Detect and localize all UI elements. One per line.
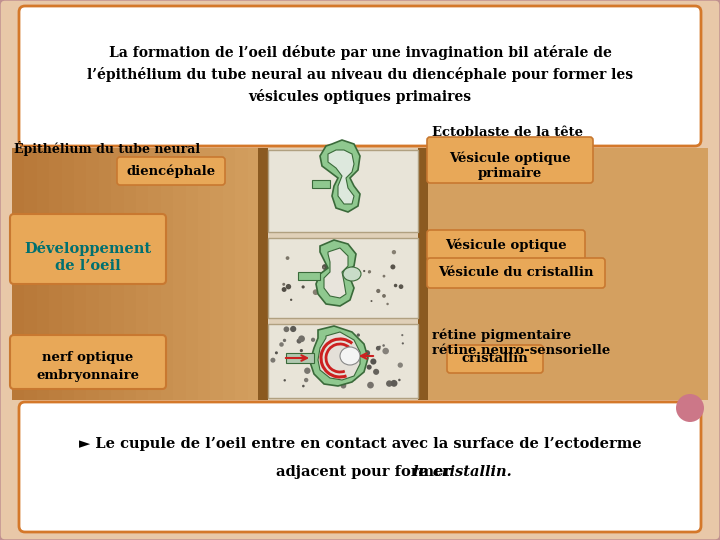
FancyBboxPatch shape bbox=[19, 6, 701, 146]
Bar bbox=[136, 148, 150, 400]
Bar bbox=[12, 148, 25, 400]
PathPatch shape bbox=[316, 240, 356, 306]
Bar bbox=[86, 148, 100, 400]
Circle shape bbox=[356, 333, 360, 337]
Bar bbox=[24, 148, 37, 400]
Bar bbox=[74, 148, 87, 400]
Circle shape bbox=[329, 299, 332, 301]
Bar bbox=[37, 148, 50, 400]
Text: l’épithélium du tube neural au niveau du diencéphale pour former les: l’épithélium du tube neural au niveau du… bbox=[87, 66, 633, 82]
Circle shape bbox=[282, 287, 287, 292]
Circle shape bbox=[300, 349, 303, 352]
Circle shape bbox=[320, 363, 323, 366]
Circle shape bbox=[322, 264, 328, 270]
Text: Vésicule optique: Vésicule optique bbox=[445, 238, 567, 252]
Text: de l’oeil: de l’oeil bbox=[55, 259, 121, 273]
Circle shape bbox=[346, 281, 348, 284]
Circle shape bbox=[321, 346, 324, 349]
Text: rétine neuro-sensorielle: rétine neuro-sensorielle bbox=[432, 343, 611, 356]
FancyBboxPatch shape bbox=[427, 137, 593, 183]
FancyBboxPatch shape bbox=[10, 214, 166, 284]
Circle shape bbox=[283, 339, 286, 342]
Circle shape bbox=[284, 326, 289, 332]
Circle shape bbox=[297, 354, 302, 358]
Circle shape bbox=[401, 334, 403, 336]
PathPatch shape bbox=[328, 150, 354, 204]
Text: Vésicule optique: Vésicule optique bbox=[449, 151, 571, 165]
Circle shape bbox=[354, 378, 356, 380]
Circle shape bbox=[323, 266, 325, 268]
Circle shape bbox=[323, 245, 328, 249]
Circle shape bbox=[399, 285, 403, 289]
Circle shape bbox=[367, 382, 374, 388]
Circle shape bbox=[387, 303, 389, 305]
Bar bbox=[298, 272, 320, 280]
Ellipse shape bbox=[343, 267, 361, 281]
Circle shape bbox=[351, 273, 354, 276]
Circle shape bbox=[271, 357, 276, 363]
Text: primaire: primaire bbox=[478, 167, 542, 180]
Bar bbox=[248, 148, 261, 400]
Bar bbox=[428, 148, 708, 400]
Bar bbox=[12, 148, 708, 400]
Bar bbox=[62, 148, 75, 400]
Circle shape bbox=[275, 352, 278, 354]
Circle shape bbox=[286, 256, 289, 260]
Bar bbox=[210, 148, 224, 400]
Text: vésicules optiques primaires: vésicules optiques primaires bbox=[248, 89, 472, 104]
Bar bbox=[174, 148, 186, 400]
Circle shape bbox=[339, 265, 344, 270]
Circle shape bbox=[312, 289, 318, 295]
Bar bbox=[235, 148, 248, 400]
FancyBboxPatch shape bbox=[447, 345, 543, 373]
Circle shape bbox=[364, 350, 370, 356]
Circle shape bbox=[382, 294, 386, 298]
Bar bbox=[268, 324, 418, 398]
Circle shape bbox=[390, 380, 397, 387]
Bar bbox=[124, 148, 137, 400]
Circle shape bbox=[336, 340, 342, 346]
Circle shape bbox=[370, 359, 377, 364]
Text: cristallin: cristallin bbox=[462, 353, 528, 366]
Circle shape bbox=[334, 287, 337, 290]
Circle shape bbox=[344, 372, 347, 374]
Bar bbox=[268, 150, 418, 232]
Text: adjacent pour former: adjacent pour former bbox=[276, 465, 456, 479]
Bar bbox=[286, 353, 314, 363]
Bar bbox=[186, 148, 199, 400]
Bar bbox=[222, 148, 236, 400]
Bar bbox=[418, 148, 428, 400]
Text: le cristallin.: le cristallin. bbox=[413, 465, 512, 479]
Bar bbox=[148, 148, 162, 400]
Circle shape bbox=[341, 383, 346, 389]
Circle shape bbox=[344, 260, 348, 265]
PathPatch shape bbox=[324, 248, 348, 298]
Text: Développement: Développement bbox=[24, 241, 152, 256]
Text: Ectoblaste de la tête: Ectoblaste de la tête bbox=[432, 126, 583, 139]
Circle shape bbox=[311, 338, 315, 342]
Bar bbox=[268, 148, 418, 400]
Bar bbox=[49, 148, 63, 400]
Circle shape bbox=[286, 284, 291, 289]
FancyBboxPatch shape bbox=[19, 402, 701, 532]
Text: rétine pigmentaire: rétine pigmentaire bbox=[432, 328, 571, 342]
Circle shape bbox=[368, 270, 371, 273]
Bar bbox=[258, 148, 268, 400]
Circle shape bbox=[397, 362, 403, 368]
Bar bbox=[312, 180, 330, 188]
Text: diencéphale: diencéphale bbox=[127, 164, 215, 178]
Circle shape bbox=[394, 284, 397, 287]
Circle shape bbox=[382, 344, 385, 347]
Circle shape bbox=[376, 289, 380, 293]
Circle shape bbox=[373, 369, 379, 375]
PathPatch shape bbox=[318, 332, 360, 380]
PathPatch shape bbox=[320, 140, 360, 212]
Circle shape bbox=[290, 326, 297, 332]
Text: embryonnaire: embryonnaire bbox=[37, 368, 140, 381]
Circle shape bbox=[368, 271, 370, 273]
Bar bbox=[161, 148, 174, 400]
Circle shape bbox=[328, 281, 333, 287]
Circle shape bbox=[402, 342, 404, 345]
Circle shape bbox=[297, 339, 302, 343]
